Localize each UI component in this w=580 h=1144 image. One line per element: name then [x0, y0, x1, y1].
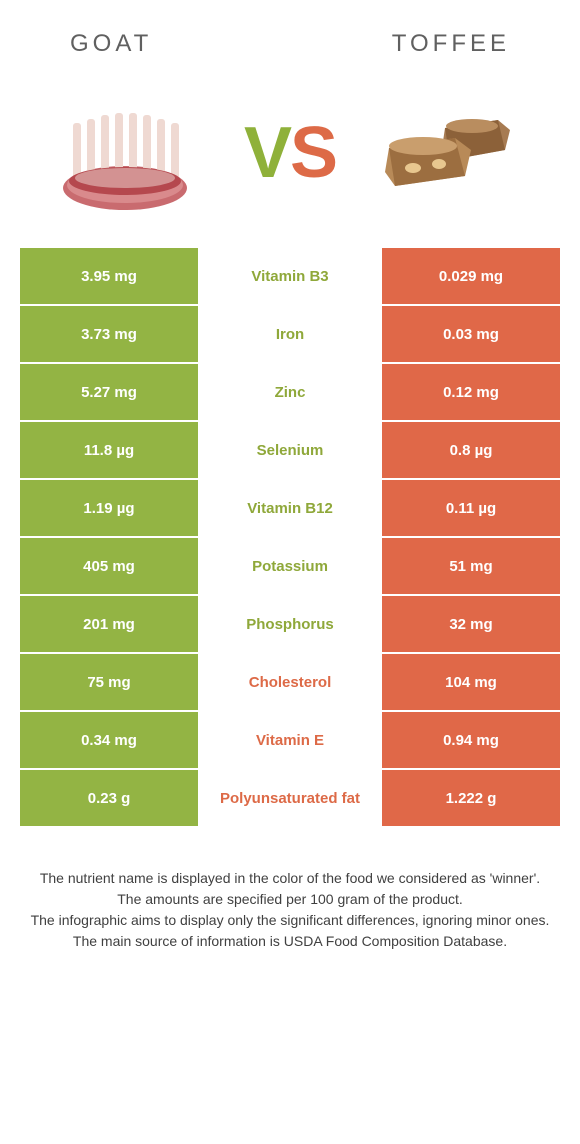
nutrient-name: Cholesterol — [198, 654, 382, 710]
left-value: 5.27 mg — [20, 364, 198, 420]
nutrient-name: Polyunsaturated fat — [198, 770, 382, 826]
right-value: 0.12 mg — [382, 364, 560, 420]
right-value: 32 mg — [382, 596, 560, 652]
vs-v: V — [244, 113, 290, 193]
right-value: 0.03 mg — [382, 306, 560, 362]
right-value: 0.11 µg — [382, 480, 560, 536]
table-row: 3.73 mgIron0.03 mg — [20, 306, 560, 364]
header: GOAT Toffee — [20, 20, 560, 78]
footer-line-3: The infographic aims to display only the… — [30, 910, 550, 931]
nutrient-name: Potassium — [198, 538, 382, 594]
toffee-image — [380, 88, 530, 218]
right-value: 0.8 µg — [382, 422, 560, 478]
footer-line-2: The amounts are specified per 100 gram o… — [30, 889, 550, 910]
right-value: 51 mg — [382, 538, 560, 594]
footer-line-4: The main source of information is USDA F… — [30, 931, 550, 952]
table-row: 1.19 µgVitamin B120.11 µg — [20, 480, 560, 538]
right-value: 104 mg — [382, 654, 560, 710]
nutrient-name: Vitamin B12 — [198, 480, 382, 536]
left-value: 3.73 mg — [20, 306, 198, 362]
nutrient-name: Vitamin E — [198, 712, 382, 768]
vs-label: VS — [244, 112, 336, 194]
table-row: 11.8 µgSelenium0.8 µg — [20, 422, 560, 480]
table-row: 0.34 mgVitamin E0.94 mg — [20, 712, 560, 770]
table-row: 405 mgPotassium51 mg — [20, 538, 560, 596]
right-value: 0.029 mg — [382, 248, 560, 304]
nutrient-name: Zinc — [198, 364, 382, 420]
left-value: 405 mg — [20, 538, 198, 594]
nutrient-name: Selenium — [198, 422, 382, 478]
left-value: 11.8 µg — [20, 422, 198, 478]
table-row: 3.95 mgVitamin B30.029 mg — [20, 248, 560, 306]
vs-row: VS — [20, 78, 560, 248]
right-food-title: Toffee — [392, 30, 510, 58]
left-value: 3.95 mg — [20, 248, 198, 304]
comparison-table: 3.95 mgVitamin B30.029 mg3.73 mgIron0.03… — [20, 248, 560, 828]
left-value: 0.23 g — [20, 770, 198, 826]
table-row: 0.23 gPolyunsaturated fat1.222 g — [20, 770, 560, 828]
nutrient-name: Iron — [198, 306, 382, 362]
left-value: 1.19 µg — [20, 480, 198, 536]
left-value: 201 mg — [20, 596, 198, 652]
footer-line-1: The nutrient name is displayed in the co… — [30, 868, 550, 889]
table-row: 201 mgPhosphorus32 mg — [20, 596, 560, 654]
vs-s: S — [290, 113, 336, 193]
left-value: 75 mg — [20, 654, 198, 710]
table-row: 5.27 mgZinc0.12 mg — [20, 364, 560, 422]
right-value: 1.222 g — [382, 770, 560, 826]
nutrient-name: Phosphorus — [198, 596, 382, 652]
left-value: 0.34 mg — [20, 712, 198, 768]
goat-image — [50, 88, 200, 218]
footer-notes: The nutrient name is displayed in the co… — [20, 828, 560, 952]
nutrient-name: Vitamin B3 — [198, 248, 382, 304]
right-value: 0.94 mg — [382, 712, 560, 768]
left-food-title: GOAT — [70, 30, 152, 58]
table-row: 75 mgCholesterol104 mg — [20, 654, 560, 712]
